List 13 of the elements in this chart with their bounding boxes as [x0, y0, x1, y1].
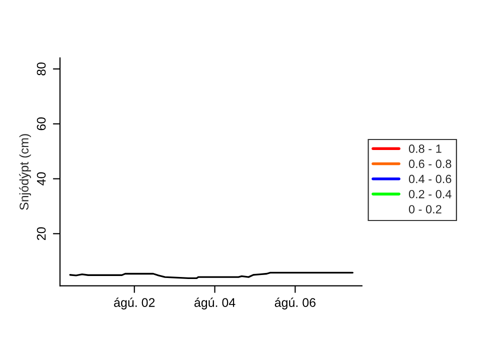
legend-label: 0.2 - 0.4: [408, 190, 452, 198]
x-tick-label: ágú. 02: [114, 298, 155, 310]
legend-label: 0.8 - 1: [408, 144, 442, 153]
x-tick-label: ágú. 06: [274, 298, 316, 310]
legend-label: 0.6 - 0.8: [408, 160, 452, 168]
x-tick-label: ágú. 04: [194, 298, 236, 310]
text: 0 - 0.2: [408, 205, 442, 214]
y-tick-label: 20: [36, 227, 46, 240]
legend-label: 0.4 - 0.6: [408, 174, 452, 184]
y-axis-title: Snjódýpt (cm): [19, 134, 31, 210]
y-tick-label: 60: [36, 117, 46, 130]
y-tick-label: 40: [36, 172, 46, 186]
y-tick-label: 80: [36, 62, 46, 76]
